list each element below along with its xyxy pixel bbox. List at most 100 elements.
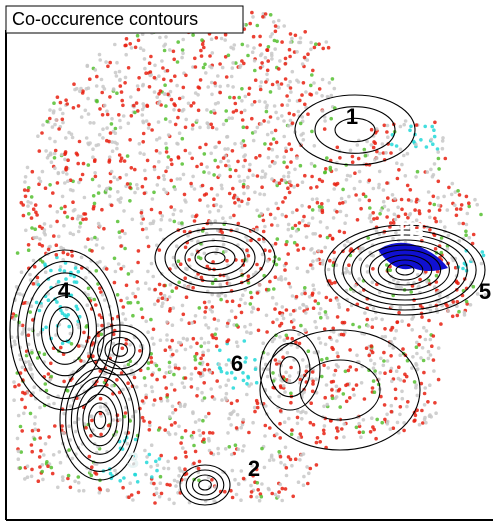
cell-dot bbox=[243, 153, 247, 157]
cell-dot bbox=[219, 160, 223, 164]
cell-dot bbox=[311, 267, 315, 271]
cell-dot bbox=[163, 92, 167, 96]
cell-dot bbox=[171, 411, 175, 415]
cell-dot bbox=[209, 222, 213, 226]
cell-dot bbox=[270, 223, 274, 227]
cell-dot bbox=[283, 390, 287, 394]
cell-dot bbox=[128, 138, 132, 142]
cell-dot bbox=[44, 382, 48, 386]
cell-dot bbox=[258, 43, 262, 47]
cell-dot bbox=[324, 310, 328, 314]
cell-dot bbox=[226, 84, 230, 88]
cell-dot bbox=[66, 158, 70, 162]
cell-dot bbox=[30, 216, 34, 220]
cell-dot bbox=[427, 319, 431, 323]
cell-dot bbox=[341, 321, 345, 325]
cell-dot bbox=[332, 373, 336, 377]
cell-dot bbox=[218, 91, 222, 95]
cell-dot bbox=[41, 123, 45, 127]
cell-dot bbox=[157, 176, 161, 180]
cell-dot bbox=[370, 344, 374, 348]
cell-dot bbox=[433, 121, 437, 125]
cell-dot bbox=[316, 436, 320, 440]
cell-dot bbox=[197, 109, 201, 113]
cell-dot bbox=[256, 174, 260, 178]
cell-dot bbox=[249, 302, 253, 306]
cell-dot bbox=[191, 436, 195, 440]
cell-dot bbox=[217, 209, 221, 213]
cell-dot bbox=[298, 306, 302, 310]
cell-dot bbox=[80, 255, 84, 259]
cell-dot bbox=[349, 174, 353, 178]
cell-dot bbox=[250, 296, 254, 300]
cell-dot bbox=[143, 57, 147, 61]
cell-dot bbox=[282, 317, 286, 321]
cell-dot bbox=[172, 50, 176, 54]
cell-dot bbox=[310, 162, 314, 166]
cell-dot bbox=[432, 128, 436, 132]
cell-dot bbox=[152, 342, 156, 346]
cell-dot bbox=[203, 310, 207, 314]
cell-dot bbox=[284, 57, 288, 61]
cell-dot bbox=[356, 218, 360, 222]
cell-dot bbox=[273, 307, 277, 311]
cell-dot bbox=[149, 222, 153, 226]
cell-dot bbox=[159, 228, 163, 232]
cell-dot bbox=[103, 372, 107, 376]
cell-dot bbox=[166, 393, 170, 397]
cell-dot bbox=[295, 50, 299, 54]
cell-dot bbox=[149, 55, 153, 59]
cell-dot bbox=[77, 481, 81, 485]
cell-dot bbox=[278, 181, 282, 185]
cell-dot bbox=[464, 233, 468, 237]
cell-dot bbox=[373, 362, 377, 366]
cell-dot bbox=[274, 24, 278, 28]
cell-dot bbox=[183, 467, 187, 471]
cell-dot bbox=[12, 380, 16, 384]
cell-dot bbox=[52, 109, 56, 113]
cell-dot bbox=[151, 275, 155, 279]
cell-dot bbox=[329, 298, 333, 302]
cell-dot bbox=[218, 62, 222, 66]
cell-dot bbox=[395, 161, 399, 165]
cell-dot bbox=[262, 230, 266, 234]
cell-dot bbox=[180, 162, 184, 166]
cell-dot bbox=[177, 156, 181, 160]
cell-dot bbox=[323, 246, 327, 250]
cell-dot bbox=[447, 234, 451, 238]
cell-dot bbox=[250, 490, 254, 494]
cell-dot bbox=[141, 113, 145, 117]
cell-dot bbox=[152, 328, 156, 332]
cell-dot bbox=[399, 306, 403, 310]
cell-dot bbox=[93, 171, 97, 175]
cell-dot bbox=[117, 113, 121, 117]
cell-dot bbox=[89, 434, 93, 438]
cell-dot bbox=[78, 140, 82, 144]
cell-dot bbox=[177, 259, 181, 263]
cell-dot bbox=[151, 337, 155, 341]
cell-dot bbox=[26, 464, 30, 468]
cell-dot bbox=[260, 495, 264, 499]
cell-dot bbox=[289, 366, 293, 370]
cell-dot bbox=[73, 480, 77, 484]
cell-dot bbox=[148, 85, 152, 89]
cell-dot bbox=[195, 119, 199, 123]
cell-dot bbox=[307, 222, 311, 226]
cell-dot bbox=[299, 122, 303, 126]
cell-dot bbox=[358, 170, 362, 174]
cell-dot bbox=[157, 428, 161, 432]
cell-dot bbox=[437, 204, 441, 208]
cell-dot bbox=[288, 191, 292, 195]
cell-dot bbox=[330, 94, 334, 98]
cell-dot bbox=[352, 388, 356, 392]
cell-dot bbox=[372, 366, 376, 370]
cell-dot bbox=[379, 209, 383, 213]
cell-dot bbox=[63, 211, 67, 215]
cell-dot bbox=[142, 105, 146, 109]
cell-dot bbox=[87, 112, 91, 116]
cell-dot bbox=[282, 155, 286, 159]
cell-dot bbox=[281, 305, 285, 309]
cell-dot bbox=[153, 501, 157, 505]
cell-dot bbox=[151, 197, 155, 201]
cell-dot bbox=[283, 338, 287, 342]
